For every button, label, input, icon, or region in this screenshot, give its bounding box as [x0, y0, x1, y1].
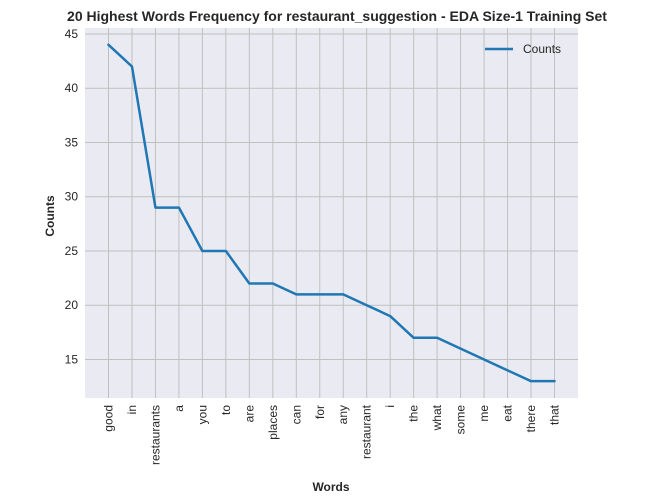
x-axis-label: Words: [312, 480, 349, 494]
y-tick-label: 25: [65, 244, 79, 258]
y-tick-labels: 15 20 25 30 35 40 45: [65, 27, 79, 367]
x-tick-label: good: [102, 405, 116, 432]
y-tick-label: 20: [65, 298, 79, 312]
x-tick-label: there: [524, 405, 538, 433]
y-tick-label: 40: [65, 81, 79, 95]
x-tick-label: what: [430, 404, 444, 431]
x-tick-label: a: [172, 405, 186, 412]
y-gridlines: [85, 33, 578, 360]
x-tick-label: some: [454, 405, 468, 435]
legend: Counts: [485, 42, 561, 56]
x-tick-label: i: [383, 405, 397, 408]
y-tick-label: 35: [65, 135, 79, 149]
x-tick-label: you: [195, 405, 209, 424]
series-line-counts: [107, 43, 556, 383]
x-tick-label: in: [125, 405, 139, 414]
x-tick-label: for: [313, 405, 327, 419]
x-tick-label: places: [266, 405, 280, 440]
x-tick-label: restaurants: [148, 405, 162, 465]
x-tick-label: are: [242, 405, 256, 423]
chart-title: 20 Highest Words Frequency for restauran…: [67, 8, 607, 24]
x-tick-label: to: [219, 405, 233, 415]
x-gridlines: [108, 28, 555, 398]
x-tick-label: the: [407, 405, 421, 422]
y-axis-label: Counts: [43, 195, 57, 237]
x-tick-label: any: [336, 405, 350, 424]
x-tick-label: that: [548, 404, 562, 425]
x-tick-label: restaurant: [360, 404, 374, 459]
plot-area: [85, 28, 578, 398]
x-tick-label: me: [477, 405, 491, 422]
y-tick-label: 15: [65, 352, 79, 366]
x-tick-label: eat: [501, 404, 515, 421]
y-tick-label: 45: [65, 27, 79, 41]
y-tick-label: 30: [65, 190, 79, 204]
x-tick-labels: good in restaurants a you to are places can for an…: [102, 404, 562, 465]
series-lines: [107, 43, 556, 383]
legend-label: Counts: [523, 42, 561, 56]
x-tick-label: can: [289, 405, 303, 424]
